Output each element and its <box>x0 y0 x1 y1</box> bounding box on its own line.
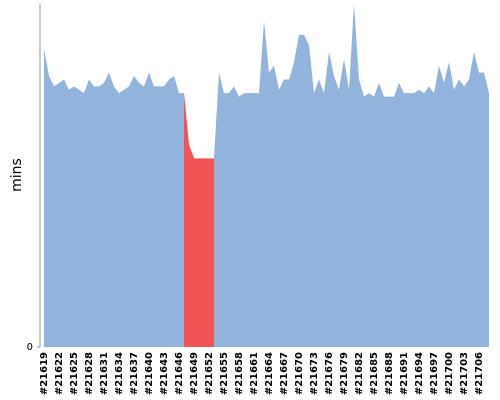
x-tick-label: #21652 <box>204 352 215 395</box>
x-tick-label: #21625 <box>69 352 80 395</box>
x-tick-label: #21649 <box>189 352 200 395</box>
x-tick-label: #21706 <box>474 352 485 395</box>
x-tick-label: #21685 <box>369 352 380 395</box>
x-tick-label: #21634 <box>114 352 125 395</box>
x-tick-label: #21628 <box>84 352 95 395</box>
x-tick-label: #21661 <box>249 352 260 395</box>
x-tick-label: #21700 <box>444 352 455 395</box>
x-tick-label: #21631 <box>99 352 110 395</box>
x-tick-label: #21670 <box>294 352 305 395</box>
x-tick-label: #21703 <box>459 352 470 395</box>
x-tick-label: #21640 <box>144 352 155 395</box>
area <box>44 4 489 347</box>
x-tick-label: #21658 <box>234 352 245 395</box>
x-tick-label: #21691 <box>399 352 410 395</box>
x-tick-label: #21679 <box>339 352 350 395</box>
x-tick-label: #21664 <box>264 352 275 395</box>
x-tick-label: #21673 <box>309 352 320 395</box>
x-tick-label: #21697 <box>429 352 440 395</box>
x-tick-label: #21637 <box>129 352 140 395</box>
x-tick-label: #21646 <box>174 352 185 395</box>
x-tick-label: #21682 <box>354 352 365 395</box>
y-tick-label: 0 <box>27 342 33 353</box>
y-axis-label: mins <box>9 158 25 192</box>
x-tick-label: #21619 <box>39 352 50 395</box>
x-tick-label: #21667 <box>279 352 290 395</box>
x-tick-label: #21643 <box>159 352 170 395</box>
x-tick-label: #21688 <box>384 352 395 395</box>
x-tick-label: #21622 <box>54 352 65 395</box>
x-tick-label: #21694 <box>414 352 425 395</box>
x-tick-label: #21655 <box>219 352 230 395</box>
x-tick-label: #21676 <box>324 352 335 395</box>
area <box>184 93 214 348</box>
